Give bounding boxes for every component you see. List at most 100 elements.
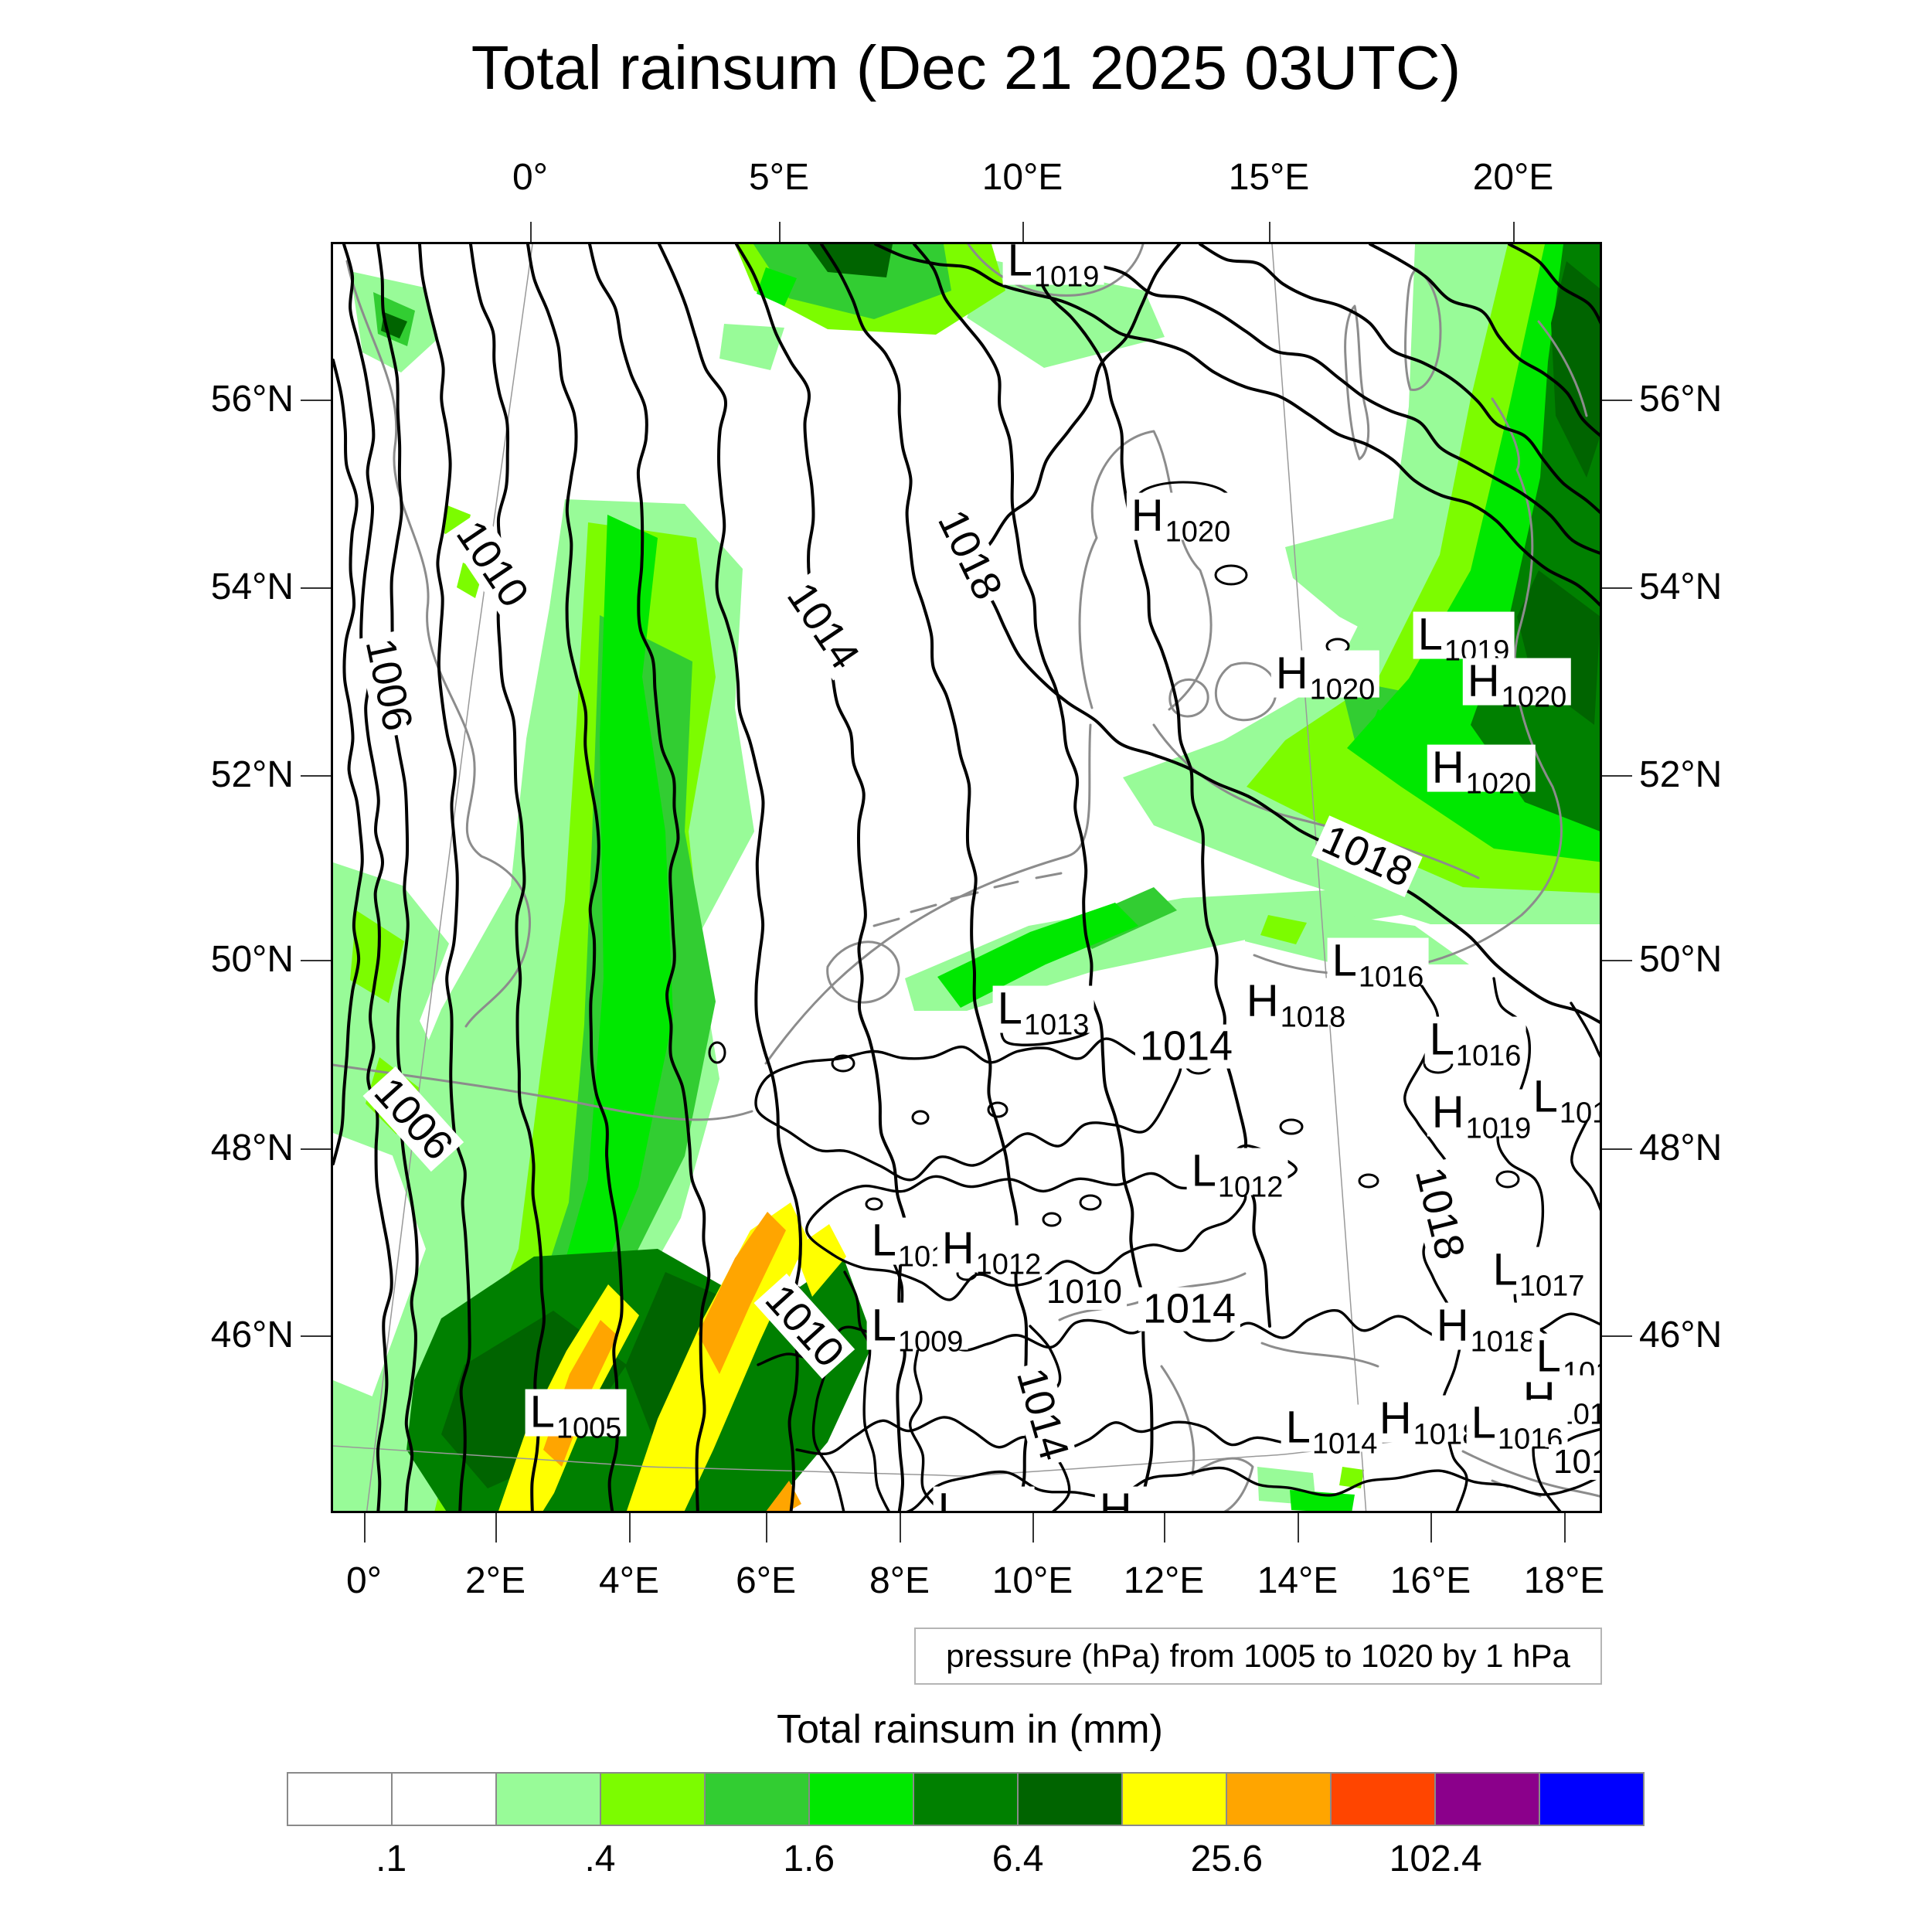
coastline	[826, 940, 900, 1004]
low-center-letter: L	[1332, 935, 1357, 986]
pressure-center-value: 1018	[1280, 1001, 1346, 1034]
low-center-letter: L	[1191, 1145, 1216, 1196]
bottom-axis-lon-label: 4°E	[599, 1560, 659, 1601]
left-axis-lat-label: 56°N	[210, 379, 294, 420]
high-pressure-center: H1018	[1431, 1302, 1541, 1358]
isobar-contour	[588, 244, 711, 1511]
isobar-loop	[1495, 1170, 1520, 1189]
left-axis-lat-label: 46°N	[210, 1315, 294, 1355]
high-center-letter: H	[1467, 655, 1500, 706]
low-center-letter: L	[1417, 609, 1443, 660]
pressure-center-value: 1020	[1309, 673, 1376, 706]
isobar-contour	[805, 1172, 1247, 1301]
rain-area-dgr	[1517, 570, 1600, 725]
axis-tick	[1269, 222, 1270, 242]
right-axis-lat-label: 52°N	[1639, 754, 1723, 795]
high-pressure-center: H1016	[1094, 1486, 1204, 1511]
bottom-axis-lon-label: 18°E	[1523, 1560, 1605, 1601]
top-axis-lon-label: 0°	[512, 157, 548, 198]
axis-tick	[301, 1335, 331, 1337]
axis-tick	[1602, 1335, 1632, 1337]
top-axis-lon-label: 10°E	[981, 157, 1063, 198]
pressure-center-value: 1012	[1217, 1171, 1284, 1204]
left-axis-lat-label: 48°N	[210, 1128, 294, 1168]
isobar-contour	[333, 359, 364, 1165]
pressure-center-value: 1014	[1311, 1427, 1378, 1461]
axis-tick	[301, 960, 331, 961]
isobar-loop	[708, 1041, 726, 1064]
high-center-letter: H	[1131, 490, 1164, 541]
isobar-contour	[1199, 244, 1600, 515]
axis-tick	[301, 1148, 331, 1150]
coastline	[1078, 430, 1213, 711]
low-pressure-center: L1019	[1002, 244, 1104, 293]
left-axis-lat-label: 54°N	[210, 566, 294, 607]
colorbar-threshold-label: 6.4	[992, 1838, 1044, 1879]
pressure-center-value: 1016	[1358, 961, 1424, 994]
colorbar-cell-10	[1332, 1774, 1436, 1825]
pressure-center-value: 1019	[1033, 260, 1100, 294]
rain-area-lim	[937, 903, 1138, 1008]
isobar-contour	[735, 244, 907, 1511]
pressure-center-value: 1020	[1465, 767, 1532, 801]
coastline	[967, 244, 1145, 297]
axis-tick	[301, 400, 331, 401]
high-pressure-center: H1018	[1241, 978, 1351, 1033]
weather-map-panel: 1010 1006 1014 1018 1006 1018 1014 1014 1014 1010…	[331, 242, 1602, 1513]
pressure-center-value: 1019	[1465, 1112, 1532, 1145]
isobar-contour	[342, 244, 393, 1511]
pressure-center-value: 1009	[897, 1325, 964, 1359]
axis-tick	[779, 222, 781, 242]
low-center-letter: L	[937, 1484, 963, 1513]
pressure-center-value: 1016	[1455, 1039, 1522, 1073]
high-center-letter: H	[1431, 742, 1464, 793]
low-pressure-center: L1017	[1488, 1244, 1590, 1302]
axis-tick	[1602, 1148, 1632, 1150]
axis-tick	[1022, 222, 1024, 242]
colorbar-cell-7	[1019, 1774, 1123, 1825]
isobar-contour	[526, 244, 624, 1511]
colorbar-cell-9	[1227, 1774, 1332, 1825]
isobar-loop	[865, 1197, 883, 1211]
isobar-value-label: 1014	[1134, 1024, 1238, 1069]
rain-area-chr	[1339, 1467, 1364, 1488]
isobar-contour	[1508, 244, 1600, 325]
high-center-letter: H	[941, 1223, 975, 1274]
bottom-axis-lon-label: 8°E	[869, 1560, 930, 1601]
axis-tick	[1602, 400, 1632, 401]
axis-tick	[495, 1513, 497, 1543]
pressure-center-value: 1017	[1519, 1270, 1585, 1303]
coastline	[1152, 723, 1480, 879]
axis-tick	[1032, 1513, 1034, 1543]
coastline	[345, 260, 531, 1028]
low-pressure-center: L1013	[992, 985, 1094, 1041]
colorbar-threshold-label: 102.4	[1389, 1838, 1482, 1879]
pressure-center-value: 1020	[1165, 515, 1231, 549]
coastline	[1168, 662, 1277, 722]
high-pressure-center: H1020	[1270, 648, 1380, 706]
rain-area-lim	[757, 267, 797, 306]
high-center-letter: H	[1379, 1393, 1412, 1444]
bottom-axis-lon-label: 2°E	[465, 1560, 526, 1601]
low-center-letter: L	[1532, 1071, 1558, 1122]
isobar-loop	[1279, 1118, 1304, 1135]
low-pressure-center: L1016	[1424, 1016, 1526, 1072]
isobar-contour	[906, 1466, 1600, 1511]
axis-tick	[530, 222, 532, 242]
colorbar-threshold-label: 25.6	[1190, 1838, 1264, 1879]
pressure-center-value: 1005	[556, 1412, 622, 1445]
low-center-letter: L	[1492, 1244, 1518, 1295]
isobar-contour	[874, 244, 1600, 607]
high-center-letter: H	[1275, 648, 1308, 699]
pressure-center-value: 1018	[1470, 1325, 1536, 1359]
high-pressure-center: H1019	[1427, 1089, 1536, 1145]
isobar-loop	[1214, 564, 1248, 586]
chart-title: Total rainsum (Dec 21 2025 03UTC)	[471, 33, 1461, 102]
rain-area-org	[698, 1212, 786, 1374]
pressure-range-note: pressure (hPa) from 1005 to 1020 by 1 hP…	[914, 1628, 1602, 1685]
colorbar-cell-1	[393, 1774, 497, 1825]
low-center-letter: L	[1471, 1397, 1496, 1448]
axis-tick	[1602, 960, 1632, 961]
pressure-center-value: 1014	[964, 1510, 1030, 1512]
